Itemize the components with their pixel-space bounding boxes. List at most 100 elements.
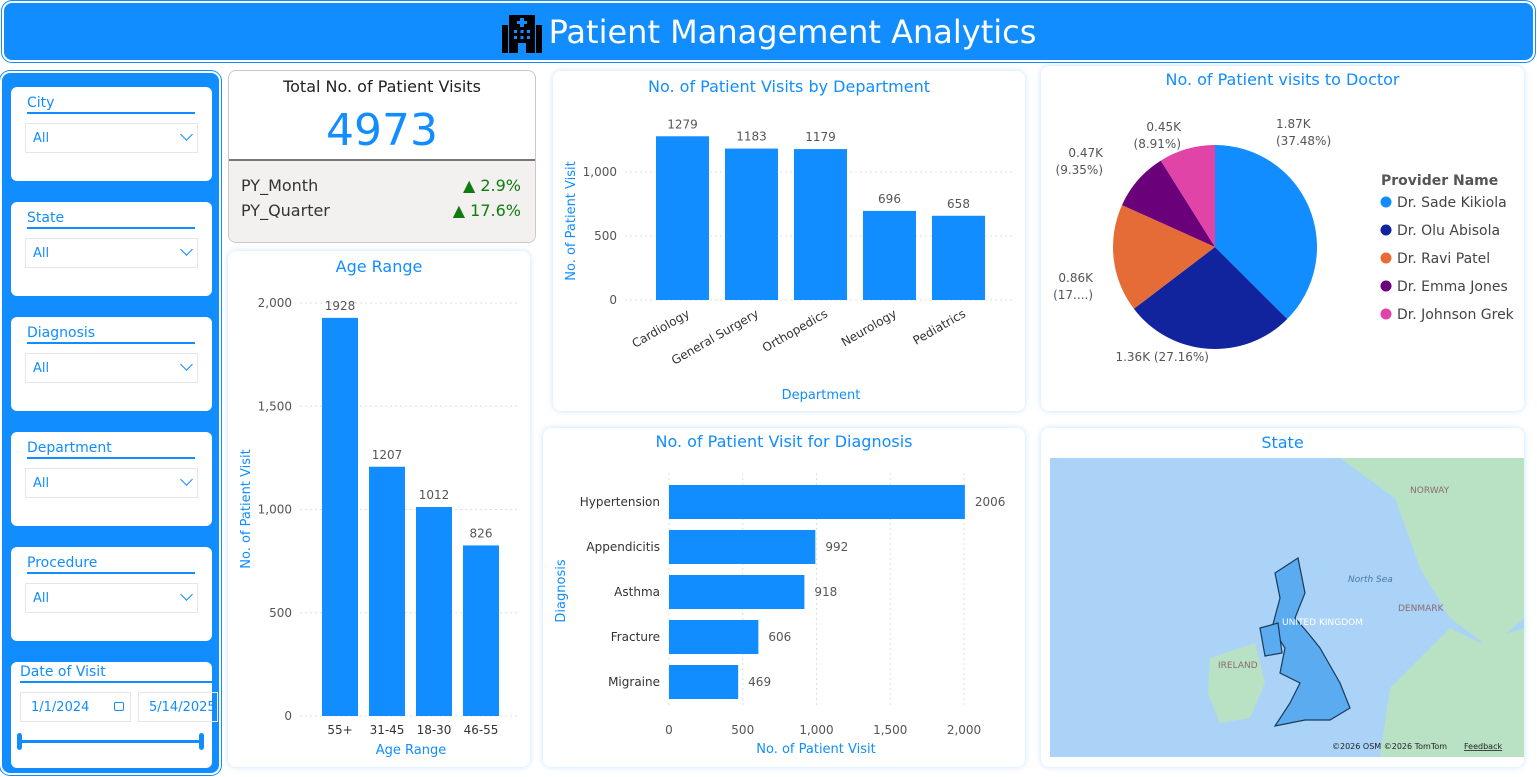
state-map[interactable]: NORWAY North Sea DENMARK UNITED KINGDOM … — [1050, 458, 1524, 757]
legend-item: Dr. Olu Abisola — [1397, 223, 1500, 239]
pie-data-label: (9.35%) — [1056, 163, 1103, 177]
py-month-value: ▲ 2.9% — [462, 176, 521, 195]
diag-chart-title: No. of Patient Visit for Diagnosis — [655, 432, 913, 451]
map-card: State NORWAY North Sea DENMARK UNITED KI… — [1041, 428, 1524, 767]
calendar-icon — [114, 702, 124, 711]
map-label-uk: UNITED KINGDOM — [1282, 618, 1363, 628]
y-tick-label: 500 — [594, 229, 617, 243]
py-quarter-label: PY_Quarter — [241, 201, 330, 220]
map-land-norway — [1340, 458, 1524, 648]
legend-item: Dr. Johnson Grek — [1397, 307, 1515, 323]
data-label: 2006 — [975, 495, 1006, 509]
city-slicer: City All — [11, 87, 212, 181]
department-value: All — [33, 476, 50, 491]
procedure-dropdown[interactable]: All — [25, 583, 198, 613]
pie-data-label: 0.86K — [1058, 271, 1094, 285]
y-tick-label: Migraine — [608, 675, 660, 689]
diagnosis-label: Diagnosis — [27, 325, 195, 344]
x-tick-label: 31-45 — [370, 723, 405, 737]
legend-marker — [1380, 196, 1392, 208]
city-value: All — [33, 131, 50, 146]
data-label: 1207 — [372, 448, 403, 462]
city-dropdown[interactable]: All — [25, 123, 198, 153]
start-date-value: 1/1/2024 — [31, 700, 90, 715]
x-axis-title: No. of Patient Visit — [756, 742, 875, 757]
map-label-north-sea: North Sea — [1348, 575, 1393, 585]
date-range-slider[interactable] — [19, 740, 203, 743]
legend-title: Provider Name — [1381, 173, 1498, 189]
kpi-card: Total No. of Patient Visits 4973 PY_Mont… — [228, 70, 536, 243]
slider-start-handle[interactable] — [17, 733, 22, 750]
bar-hypertension — [669, 485, 965, 519]
x-tick-label: 0 — [665, 723, 673, 737]
bar-55- — [322, 317, 358, 716]
pie-slice-dr-sade-kikiola — [1215, 145, 1317, 320]
state-value: All — [33, 246, 50, 261]
x-tick-label: 18-30 — [417, 723, 452, 737]
date-slicer: Date of Visit 1/1/2024 5/14/2025 — [11, 662, 218, 768]
py-quarter-value: ▲ 17.6% — [452, 201, 521, 220]
hospital-icon — [501, 14, 542, 53]
legend-marker — [1380, 280, 1392, 292]
y-tick-label: Fracture — [611, 630, 660, 644]
x-axis-title: Age Range — [376, 743, 446, 758]
age-range-card: Age Range 0 500 1,000 1,500 2,000 1928 55+ 1207… — [228, 251, 530, 767]
x-tick-label: 1,000 — [799, 723, 833, 737]
diagnosis-dropdown[interactable]: All — [25, 353, 198, 383]
pie-data-label: (17....) — [1053, 288, 1093, 302]
department-card: No. of Patient Visits by Department 0 500… — [553, 71, 1025, 411]
up-arrow-icon: ▲ — [452, 201, 471, 220]
pie-data-label: 0.45K — [1146, 120, 1182, 134]
page-title: Patient Management Analytics — [548, 12, 1037, 51]
y-tick-label: Appendicitis — [586, 540, 660, 554]
y-tick-label: 1,500 — [258, 399, 292, 413]
pie-data-label: 1.36K (27.16%) — [1115, 350, 1209, 364]
diagnosis-card: No. of Patient Visit for Diagnosis 0 500 1… — [543, 428, 1025, 767]
bar-orthopedics — [794, 149, 847, 300]
x-tick-label: Pediatrics — [910, 306, 968, 347]
up-arrow-icon: ▲ — [462, 176, 481, 195]
kpi-value: 4973 — [326, 105, 438, 156]
x-axis-title: Department — [782, 388, 861, 403]
x-tick-label: Orthopedics — [760, 306, 830, 355]
legend-marker — [1380, 224, 1392, 236]
map-uk-shape — [1271, 557, 1351, 727]
bar-fracture — [669, 620, 759, 654]
legend-item: Dr. Sade Kikiola — [1397, 195, 1507, 211]
start-date-input[interactable]: 1/1/2024 — [20, 692, 131, 722]
y-tick-label: Asthma — [614, 585, 660, 599]
header-banner: Patient Management Analytics — [4, 3, 1533, 60]
chevron-down-icon — [180, 588, 193, 601]
map-label-norway: NORWAY — [1410, 486, 1450, 496]
y-axis-title: No. of Patient Visit — [564, 161, 579, 280]
bar-31-45 — [369, 466, 405, 716]
legend-item: Dr. Emma Jones — [1397, 279, 1508, 295]
y-tick-label: Hypertension — [580, 495, 660, 509]
procedure-value: All — [33, 591, 50, 606]
bar-cardiology — [656, 136, 709, 300]
chevron-down-icon — [180, 243, 193, 256]
doctor-card: No. of Patient visits to Doctor 1.87K (37… — [1041, 66, 1524, 411]
x-tick-label: Neurology — [839, 306, 899, 349]
map-feedback-link[interactable]: Feedback — [1464, 742, 1502, 751]
map-label-ireland: IRELAND — [1218, 661, 1258, 671]
end-date-input[interactable]: 5/14/2025 — [138, 692, 218, 722]
x-tick-label: Cardiology — [629, 306, 692, 350]
x-tick-label: 2,000 — [947, 723, 981, 737]
x-tick-label: 46-55 — [464, 723, 499, 737]
bar-asthma — [669, 575, 805, 609]
y-tick-label: 0 — [609, 293, 617, 307]
x-tick-label: 500 — [731, 723, 754, 737]
pie-data-label: (37.48%) — [1276, 134, 1331, 148]
legend-marker — [1380, 308, 1392, 320]
bar-general-surgery — [725, 148, 778, 300]
pie-data-label: 1.87K — [1276, 117, 1312, 131]
state-dropdown[interactable]: All — [25, 238, 198, 268]
slider-end-handle[interactable] — [199, 733, 204, 750]
py-month-label: PY_Month — [241, 176, 319, 195]
legend-marker — [1380, 252, 1392, 264]
department-dropdown[interactable]: All — [25, 468, 198, 498]
y-tick-label: 500 — [269, 606, 292, 620]
data-label: 658 — [947, 197, 970, 211]
